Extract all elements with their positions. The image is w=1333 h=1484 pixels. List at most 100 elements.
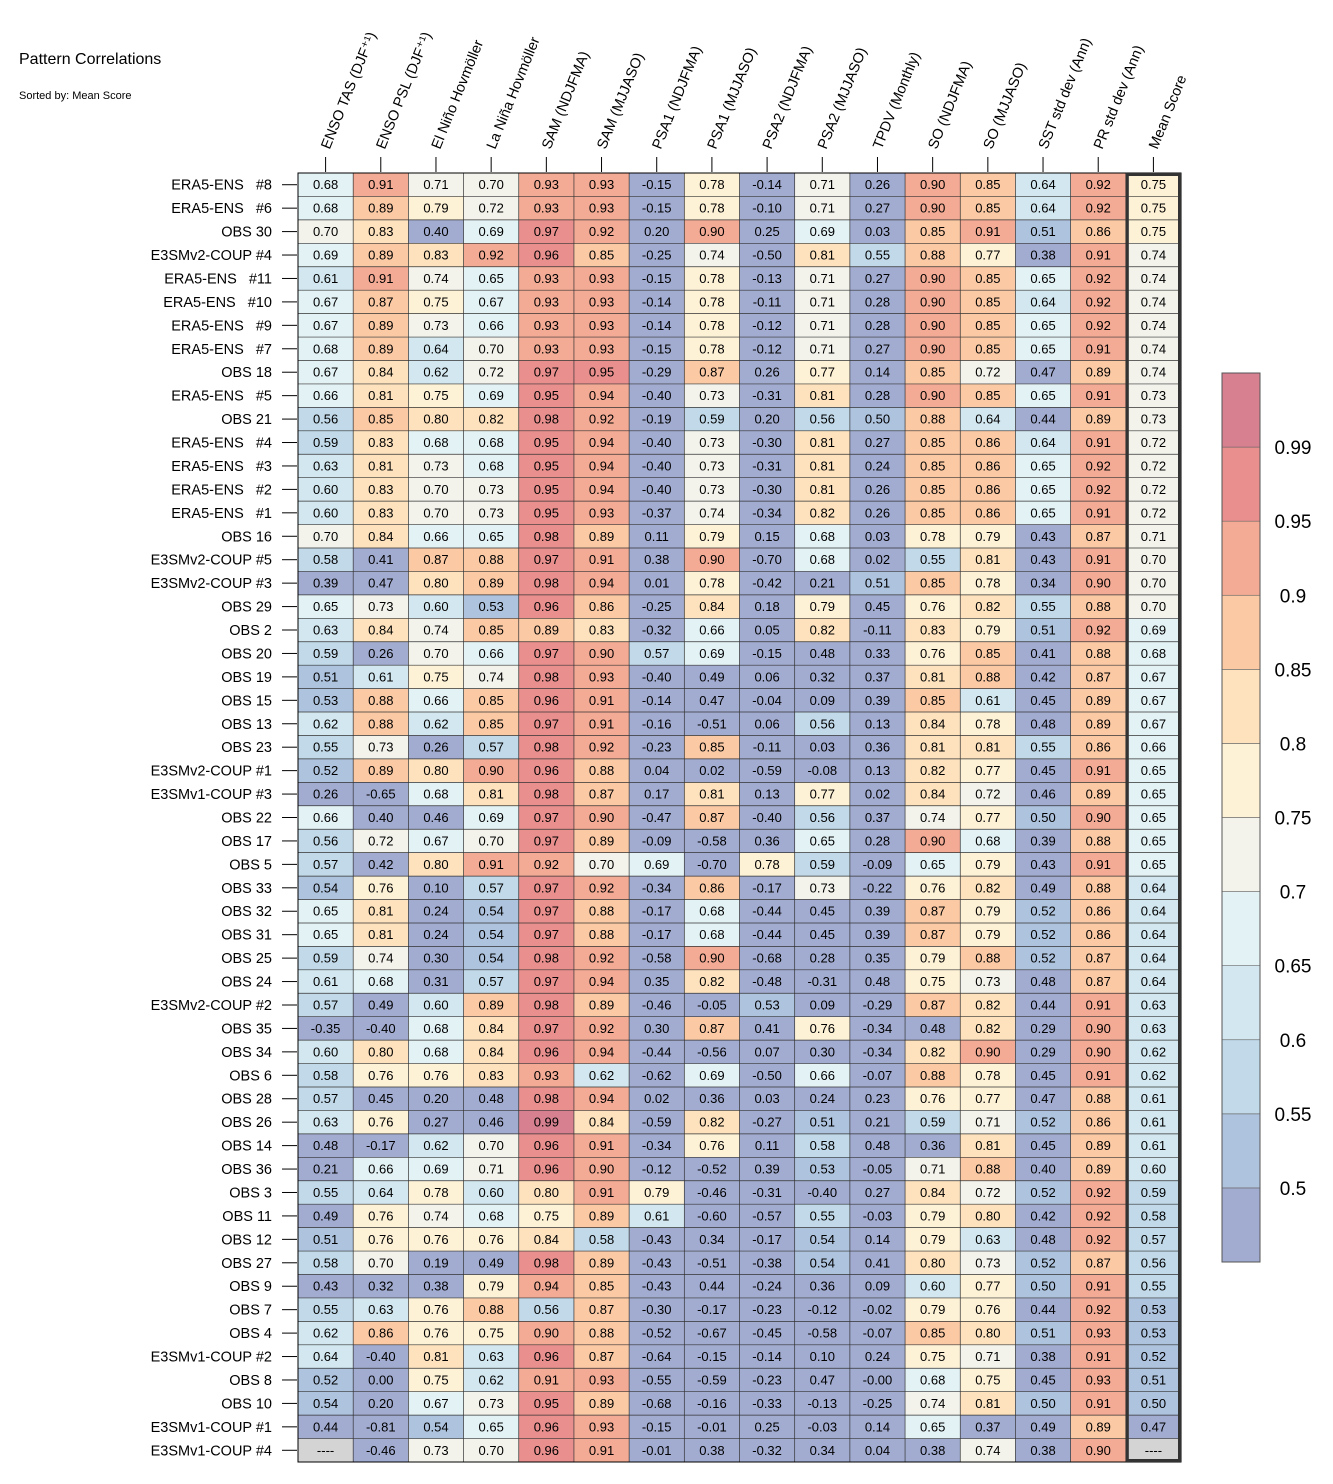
- cell-value-label: 0.89: [479, 576, 504, 591]
- heatmap-cell: [298, 524, 354, 548]
- heatmap-cell: [1125, 547, 1181, 572]
- cell-value-label: 0.90: [1086, 810, 1111, 825]
- cell-value-label: 0.81: [810, 388, 835, 403]
- cell-value-label: -0.58: [807, 1326, 837, 1341]
- heatmap-cell: [629, 1040, 685, 1064]
- cell-value-label: 0.47: [1030, 365, 1055, 380]
- cell-value-label: 0.98: [534, 1091, 559, 1106]
- cell-value-label: 0.70: [479, 833, 504, 848]
- cell-value-label: 0.90: [589, 810, 614, 825]
- heatmap-cell: [1125, 782, 1181, 806]
- heatmap-cell: [1125, 735, 1181, 759]
- heatmap-cell: [960, 1040, 1016, 1064]
- row-label: OBS 24: [221, 975, 272, 991]
- cell-value-label: 0.70: [479, 341, 504, 356]
- cell-value-label: 0.92: [479, 248, 504, 263]
- heatmap-cell: [1125, 290, 1181, 314]
- heatmap-cell: [408, 1157, 464, 1181]
- cell-value-label: 0.73: [423, 318, 448, 333]
- heatmap-cell: [408, 1321, 464, 1345]
- cell-value-label: 0.24: [865, 1349, 890, 1364]
- heatmap-cell: [739, 219, 795, 244]
- cell-value-label: 0.87: [368, 294, 393, 309]
- heatmap-cell: [573, 360, 630, 384]
- cell-value-label: -0.38: [752, 1255, 782, 1270]
- heatmap-cell: [849, 688, 906, 713]
- cell-value-label: 0.92: [1086, 294, 1111, 309]
- colorbar-border: [1221, 372, 1261, 1263]
- cell-value-label: 0.54: [810, 1232, 835, 1247]
- heatmap-cell: [573, 899, 630, 923]
- heatmap-cell: [1070, 829, 1126, 853]
- cell-value-label: 0.09: [810, 997, 835, 1012]
- cell-value-label: 0.55: [920, 552, 945, 567]
- heatmap-cell: [408, 993, 464, 1017]
- heatmap-cell: [573, 782, 630, 806]
- cell-value-label: 0.98: [534, 1255, 559, 1270]
- cell-value-label: 0.94: [589, 974, 614, 989]
- cell-value-label: 0.81: [975, 1396, 1000, 1411]
- heatmap-cell: [794, 922, 850, 947]
- cell-value-label: 0.88: [920, 412, 945, 427]
- cell-value-label: 0.87: [589, 787, 614, 802]
- cell-value-label: 0.70: [589, 857, 614, 872]
- heatmap-cell: [408, 1087, 464, 1111]
- cell-value-label: 0.65: [479, 529, 504, 544]
- cell-value-label: 0.36: [699, 1091, 724, 1106]
- heatmap-cell: [960, 1110, 1016, 1134]
- heatmap-cell: [518, 805, 574, 830]
- heatmap-cell: [573, 477, 630, 502]
- heatmap-cell: [573, 337, 630, 361]
- heatmap-cell: [298, 571, 354, 595]
- cell-value-label: 0.50: [1030, 1279, 1055, 1294]
- cell-value-label: 0.43: [313, 1279, 338, 1294]
- cell-value-label: -0.60: [697, 1208, 727, 1223]
- heatmap-cell: [1070, 618, 1126, 642]
- cell-value-label: 0.76: [479, 1232, 504, 1247]
- cell-value-label: 0.91: [479, 857, 504, 872]
- heatmap-cell: [463, 1063, 519, 1088]
- heatmap-cell: [794, 665, 850, 689]
- cell-value-label: 0.53: [1141, 1326, 1166, 1341]
- cell-value-label: 0.39: [865, 904, 890, 919]
- heatmap-cell: [573, 1110, 630, 1134]
- heatmap-cell: [794, 313, 850, 338]
- heatmap-cell: [298, 1204, 354, 1228]
- heatmap-cell: [739, 1063, 795, 1088]
- cell-value-label: 0.83: [423, 248, 448, 263]
- heatmap-cell: [463, 477, 519, 502]
- cell-value-label: 0.68: [479, 458, 504, 473]
- row-label: OBS 26: [221, 1115, 272, 1131]
- heatmap-cell: [1015, 1040, 1071, 1064]
- cell-value-label: 0.29: [1030, 1044, 1055, 1059]
- heatmap-cell: [353, 1391, 409, 1416]
- cell-value-label: 0.92: [589, 951, 614, 966]
- cell-value-label: 0.97: [534, 974, 559, 989]
- cell-value-label: -0.11: [753, 294, 782, 309]
- cell-value-label: 0.52: [1030, 1185, 1055, 1200]
- cell-value-label: 0.64: [423, 341, 448, 356]
- cell-value-label: 0.24: [423, 927, 448, 942]
- cell-value-label: 0.15: [754, 529, 779, 544]
- cell-value-label: 0.45: [810, 904, 835, 919]
- cell-value-label: 0.77: [810, 787, 835, 802]
- heatmap-cell: [298, 501, 354, 525]
- heatmap-cell: [1015, 383, 1071, 408]
- cell-value-label: -0.31: [752, 388, 782, 403]
- heatmap-cell: [960, 665, 1016, 689]
- heatmap-cell: [1015, 1438, 1071, 1462]
- heatmap-cell: [518, 1040, 574, 1064]
- heatmap-cell: [794, 946, 850, 970]
- heatmap-cell: [794, 805, 850, 830]
- heatmap-cell: [353, 899, 409, 923]
- heatmap-cell: [463, 547, 519, 572]
- colorbar-segment: [1221, 372, 1261, 448]
- heatmap-cell: [1125, 1415, 1181, 1439]
- heatmap-cell: [905, 290, 961, 314]
- heatmap-cell: [298, 805, 354, 830]
- heatmap-cell: [739, 524, 795, 548]
- cell-value-label: 0.03: [754, 1091, 779, 1106]
- cell-value-label: 0.86: [368, 1326, 393, 1341]
- cell-value-label: 0.86: [699, 880, 724, 895]
- cell-value-label: 0.97: [534, 716, 559, 731]
